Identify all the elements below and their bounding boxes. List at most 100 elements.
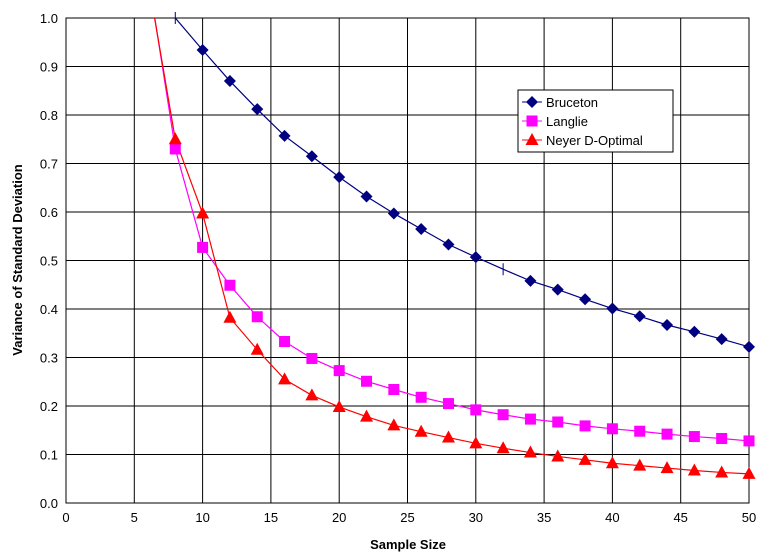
square-marker <box>634 425 646 437</box>
x-tick-label: 5 <box>131 510 138 525</box>
legend-box <box>517 89 674 153</box>
diamond-marker <box>551 283 564 296</box>
triangle-marker <box>441 430 455 443</box>
square-marker <box>688 431 700 443</box>
series-line-0 <box>174 18 749 348</box>
square-marker <box>552 416 564 428</box>
square-marker <box>388 384 400 396</box>
y-tick-label: 0.1 <box>40 448 58 463</box>
triangle-marker <box>250 342 264 355</box>
x-axis-label: Sample Size <box>370 537 446 552</box>
square-marker <box>579 420 591 432</box>
square-marker <box>526 115 538 127</box>
y-tick-label: 0.9 <box>40 60 58 75</box>
triangle-marker <box>660 461 674 474</box>
y-tick-labels: 0.0 0.1 0.2 0.3 0.4 0.5 0.6 0.7 0.8 0.9 1.0 <box>40 11 58 511</box>
x-tick-label: 35 <box>537 510 551 525</box>
y-tick-label: 0.4 <box>40 302 58 317</box>
square-marker <box>251 311 263 323</box>
legend-label: Langlie <box>546 114 588 129</box>
diamond-marker <box>743 340 755 353</box>
x-tick-label: 30 <box>469 510 483 525</box>
square-marker <box>169 143 181 155</box>
legend-label: Neyer D-Optimal <box>546 133 643 148</box>
diamond-marker <box>524 274 537 287</box>
square-marker <box>606 423 618 435</box>
x-tick-label: 40 <box>605 510 619 525</box>
square-marker <box>716 432 728 444</box>
square-marker <box>279 335 291 347</box>
plot-border <box>65 17 750 504</box>
square-marker <box>361 375 373 387</box>
triangle-marker <box>687 463 701 476</box>
x-tick-labels: 0 5 10 15 20 25 30 35 40 45 50 <box>62 510 756 525</box>
triangle-marker <box>414 424 428 437</box>
diamond-marker <box>360 190 373 203</box>
y-tick-label: 0.5 <box>40 254 58 269</box>
diamond-marker <box>251 103 264 116</box>
diamond-marker <box>223 75 236 88</box>
square-marker <box>497 409 509 421</box>
y-tick-label: 0.3 <box>40 351 58 366</box>
diamond-marker <box>278 129 291 142</box>
square-marker <box>415 391 427 403</box>
square-marker <box>306 352 318 364</box>
y-tick-label: 0.8 <box>40 108 58 123</box>
diamond-marker <box>442 238 455 251</box>
triangle-marker <box>305 388 319 401</box>
triangle-marker <box>168 132 182 145</box>
triangle-marker <box>496 441 510 454</box>
y-tick-label: 0.6 <box>40 205 58 220</box>
diamond-marker <box>526 96 538 108</box>
x-tick-label: 0 <box>62 510 69 525</box>
triangle-marker <box>360 409 374 422</box>
triangle-marker <box>523 445 537 458</box>
square-marker <box>743 435 755 447</box>
x-tick-label: 25 <box>400 510 414 525</box>
y-tick-label: 0.0 <box>40 496 58 511</box>
diamond-marker <box>633 310 646 323</box>
y-tick-label: 0.7 <box>40 157 58 172</box>
diamond-marker <box>387 207 400 220</box>
triangle-marker <box>715 465 729 478</box>
triangle-marker <box>332 399 346 412</box>
triangle-marker <box>196 206 210 219</box>
x-tick-label: 15 <box>264 510 278 525</box>
y-axis-label: Variance of Standard Deviation <box>10 164 25 356</box>
diamond-marker <box>333 171 346 184</box>
square-marker <box>197 241 209 253</box>
triangle-marker <box>278 372 292 385</box>
diamond-marker <box>579 293 592 306</box>
diamond-marker <box>606 302 619 315</box>
triangle-marker <box>742 466 756 479</box>
triangle-marker <box>387 418 401 431</box>
square-marker <box>224 279 236 291</box>
x-tick-label: 20 <box>332 510 346 525</box>
x-tick-label: 10 <box>195 510 209 525</box>
x-tick-label: 50 <box>742 510 756 525</box>
square-marker <box>333 365 345 377</box>
triangle-marker <box>605 456 619 469</box>
triangle-marker <box>525 133 539 145</box>
triangle-marker <box>223 310 237 323</box>
triangle-marker <box>551 449 565 462</box>
markers-group <box>168 12 756 479</box>
square-marker <box>661 428 673 440</box>
diamond-marker <box>688 325 701 338</box>
square-marker <box>470 404 482 416</box>
legend: Bruceton Langlie Neyer D-Optimal <box>517 89 674 153</box>
triangle-marker <box>633 458 647 471</box>
legend-label: Bruceton <box>546 95 598 110</box>
diamond-marker <box>661 319 674 332</box>
diamond-marker <box>196 44 209 57</box>
diamond-marker <box>715 333 728 346</box>
x-tick-label: 45 <box>673 510 687 525</box>
y-tick-label: 1.0 <box>40 11 58 26</box>
diamond-marker <box>469 251 482 264</box>
triangle-marker <box>469 436 483 449</box>
square-marker <box>442 398 454 410</box>
square-marker <box>524 413 536 425</box>
diamond-marker <box>415 222 428 235</box>
